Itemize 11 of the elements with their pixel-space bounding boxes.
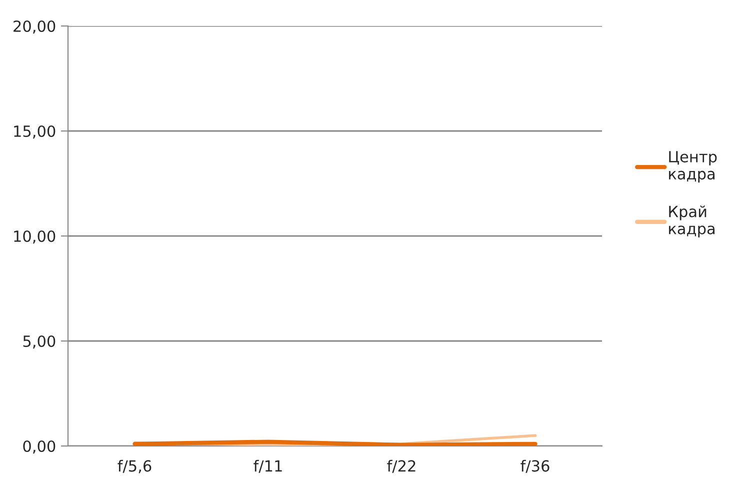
- y-tick-label: 0,00: [23, 440, 56, 454]
- x-tick-label: f/11: [254, 460, 282, 473]
- legend-label: Край кадра: [669, 206, 714, 238]
- x-tick-label: f/36: [520, 460, 550, 473]
- y-tick-label: 10,00: [14, 230, 56, 244]
- y-tick-label: 15,00: [14, 125, 56, 139]
- x-tick-label: f/22: [387, 460, 416, 473]
- y-tick-label: 5,00: [23, 335, 56, 349]
- x-tick-label: f/5,6: [118, 460, 152, 474]
- legend-label: Центр кадра: [669, 151, 717, 183]
- y-tick-label: 20,00: [14, 20, 56, 34]
